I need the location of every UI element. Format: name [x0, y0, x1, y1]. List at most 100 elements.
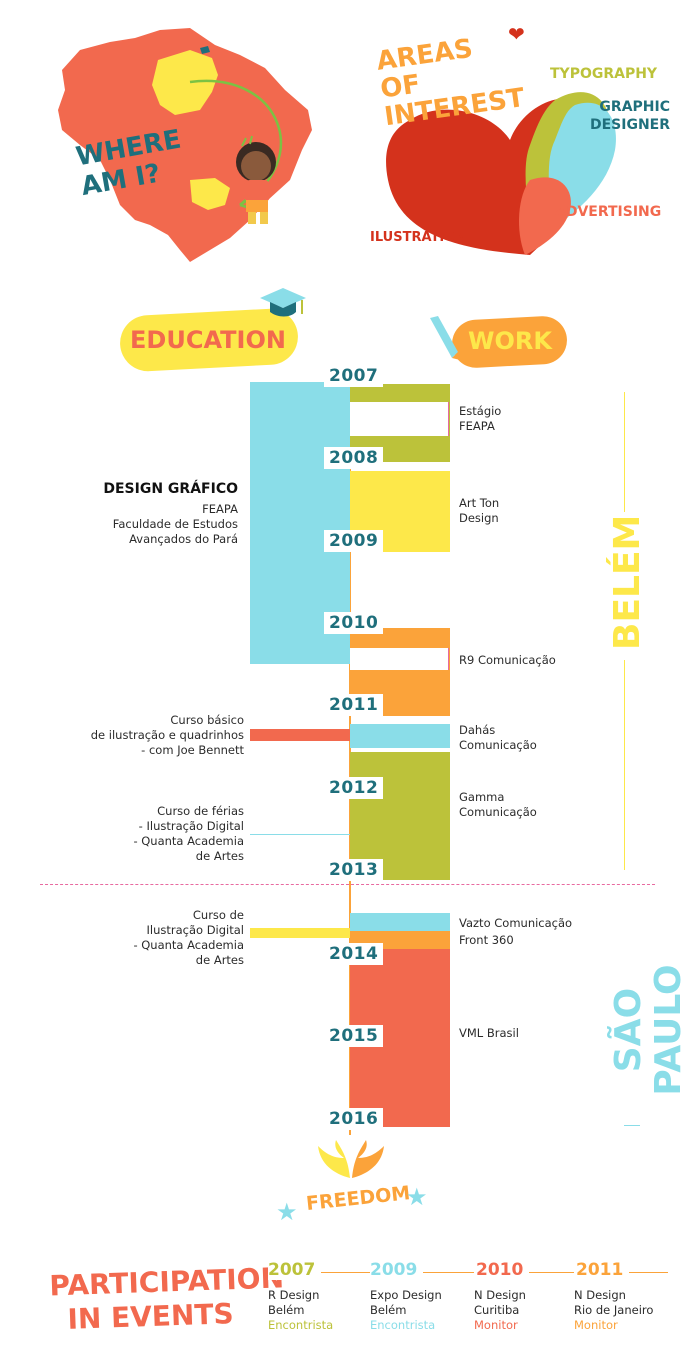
- events-title-line2: IN EVENTS: [66, 1297, 235, 1336]
- freedom-label: FREEDOM: [305, 1182, 412, 1215]
- edu-curso-ilustracao: Curso de Ilustração Digital - Quanta Aca…: [60, 908, 244, 968]
- work-gamma-line2: Comunicação: [459, 805, 537, 819]
- events-title: PARTICIPATION IN EVENTS: [49, 1261, 285, 1338]
- work-gamma-line1: Gamma: [459, 790, 505, 804]
- event-name-line2: Belém: [268, 1303, 305, 1317]
- work-estagio-line1: Estágio: [459, 404, 502, 418]
- edu-design-school: FEAPA: [202, 502, 238, 516]
- edu-bar-curso-basico: [250, 729, 350, 741]
- work-estagio-line2: FEAPA: [459, 419, 495, 433]
- work-front: Front 360: [459, 933, 514, 947]
- year-label-2012: 2012: [324, 777, 384, 799]
- work-dahas-line1: Dahás: [459, 723, 496, 737]
- edu-design-grafico: DESIGN GRÁFICO FEAPA Faculdade de Estudo…: [60, 480, 238, 547]
- wings-icon: [314, 1138, 388, 1184]
- edu-line-curso-ferias: [250, 834, 350, 835]
- work-bar-r9-gap: [350, 648, 448, 670]
- work-artton-line1: Art Ton: [459, 496, 500, 510]
- work-r9: R9 Comunicação: [459, 653, 556, 667]
- event-item: 2007 R Design Belém Encontrista: [268, 1260, 368, 1333]
- edu-design-line1: Faculdade de Estudos: [112, 517, 238, 531]
- edu-design-title: DESIGN GRÁFICO: [103, 481, 238, 497]
- work-title: WORK: [468, 327, 552, 355]
- edu-curso-ferias-line3: - Quanta Academia: [133, 834, 244, 848]
- edu-curso-basico: Curso básico de ilustração e quadrinhos …: [40, 713, 244, 758]
- events-timeline-line: [268, 1272, 668, 1273]
- area-illustration: ILUSTRATION: [370, 230, 467, 245]
- work-artton: Art Ton Design: [459, 496, 499, 526]
- event-name-line1: Expo Design: [370, 1288, 442, 1302]
- year-label-2008: 2008: [324, 447, 384, 469]
- edu-curso-basico-line1: Curso básico: [170, 713, 244, 727]
- event-name-line2: Rio de Janeiro: [574, 1303, 654, 1317]
- event-role: Encontrista: [268, 1318, 334, 1332]
- areas-title: AREAS OF INTEREST: [375, 29, 527, 133]
- event-item: 2009 Expo Design Belém Encontrista: [370, 1260, 470, 1333]
- city-saopaulo: SÃO PAULO: [608, 964, 689, 1096]
- work-dahas: Dahás Comunicação: [459, 723, 537, 753]
- star-icon-left: ★: [276, 1198, 298, 1226]
- event-item: 2010 N Design Curitiba Monitor: [474, 1260, 574, 1333]
- event-year: 2007: [268, 1260, 322, 1280]
- area-graphic-designer: GRAPHIC DESIGNER: [590, 99, 671, 133]
- work-bar-estagio-gap: [350, 402, 448, 436]
- edu-curso-ferias-line1: Curso de férias: [157, 804, 244, 818]
- city-line-belem-top: [624, 392, 625, 512]
- edu-curso-basico-line3: - com Joe Bennett: [141, 743, 244, 757]
- graduation-cap-icon: [258, 284, 308, 324]
- heart-icon: ❤: [508, 22, 525, 46]
- event-item: 2011 N Design Rio de Janeiro Monitor: [574, 1260, 684, 1333]
- work-bar-gamma: [350, 752, 450, 880]
- edu-curso-ferias: Curso de férias - Ilustração Digital - Q…: [60, 804, 244, 864]
- event-name-line2: Belém: [370, 1303, 407, 1317]
- city-belem: BELÉM: [607, 514, 648, 650]
- event-year: 2009: [370, 1260, 424, 1280]
- year-label-2010: 2010: [324, 612, 384, 634]
- area-advertising: ADVERTISING: [555, 204, 662, 220]
- edu-curso-ferias-line2: - Ilustração Digital: [138, 819, 244, 833]
- work-vml: VML Brasil: [459, 1026, 519, 1040]
- event-role: Monitor: [574, 1318, 618, 1332]
- work-artton-line2: Design: [459, 511, 499, 525]
- year-label-2011: 2011: [324, 694, 384, 716]
- city-divider: [40, 884, 655, 885]
- edu-curso-basico-line2: de ilustração e quadrinhos: [90, 728, 244, 742]
- year-label-2014: 2014: [324, 943, 384, 965]
- work-gamma: Gamma Comunicação: [459, 790, 537, 820]
- connector-r9: [448, 648, 449, 670]
- year-label-2016: 2016: [324, 1108, 384, 1130]
- edu-curso-ilustracao-line3: - Quanta Academia: [133, 938, 244, 952]
- event-role: Encontrista: [370, 1318, 436, 1332]
- avatar: [228, 134, 288, 226]
- year-label-2015: 2015: [324, 1025, 384, 1047]
- year-label-2013: 2013: [324, 859, 384, 881]
- event-year: 2010: [474, 1260, 530, 1280]
- area-typography: TYPOGRAPHY: [550, 66, 658, 82]
- event-name-line1: N Design: [474, 1288, 526, 1302]
- year-label-2007: 2007: [324, 365, 384, 387]
- city-line-saopaulo-bottom: [624, 1125, 640, 1126]
- pencil-icon: [424, 314, 464, 360]
- work-bar-vazto: [350, 913, 450, 931]
- star-icon-right: ★: [406, 1183, 428, 1211]
- work-bar-dahas: [350, 724, 450, 748]
- event-role: Monitor: [474, 1318, 518, 1332]
- work-estagio: Estágio FEAPA: [459, 404, 501, 434]
- education-title: EDUCATION: [130, 326, 286, 354]
- edu-design-line2: Avançados do Pará: [129, 532, 238, 546]
- connector-estagio: [448, 402, 449, 436]
- areas-heart-graphic: [380, 60, 680, 270]
- event-name-line1: N Design: [574, 1288, 626, 1302]
- year-label-2009: 2009: [324, 530, 384, 552]
- work-vazto: Vazto Comunicação: [459, 916, 573, 930]
- edu-curso-ilustracao-line2: Ilustração Digital: [146, 923, 244, 937]
- edu-curso-ferias-line4: de Artes: [195, 849, 244, 863]
- edu-curso-ilustracao-line4: de Artes: [195, 953, 244, 967]
- city-line-belem-bottom: [624, 660, 625, 870]
- work-dahas-line2: Comunicação: [459, 738, 537, 752]
- edu-bar-curso-ilustracao: [250, 928, 350, 938]
- event-year: 2011: [574, 1260, 630, 1280]
- event-name-line2: Curitiba: [474, 1303, 520, 1317]
- event-name-line1: R Design: [268, 1288, 320, 1302]
- edu-curso-ilustracao-line1: Curso de: [192, 908, 244, 922]
